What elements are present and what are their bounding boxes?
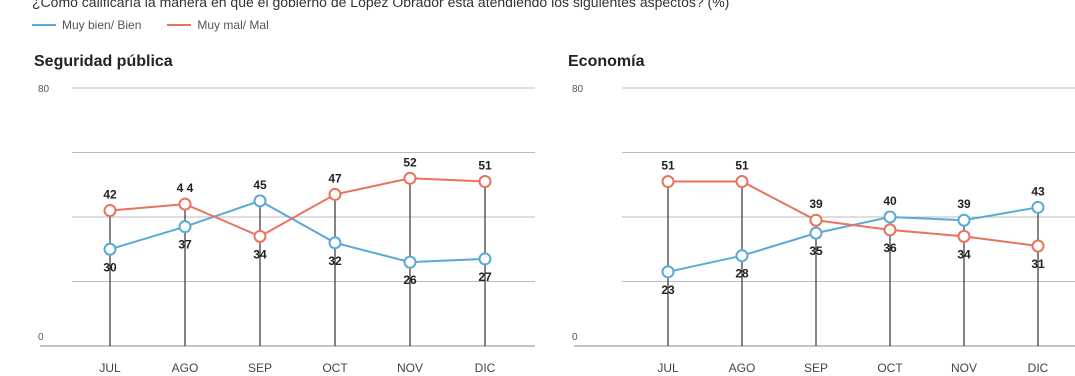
panel-1-line-good [109,199,486,264]
panel-1-point-good-jul [103,242,117,256]
panel-1-xlabel-ago: AGO [172,361,199,375]
panel-1-xlabel-jul: JUL [99,361,121,375]
panel-1-label-good-nov: 26 [403,273,417,287]
panel-1-point-bad-dic [478,175,492,189]
panel-1-point-good-ago [178,220,192,234]
panel-1-label-good-dic: 27 [478,270,492,284]
panel-2-title: Economía [568,53,645,70]
panel-2-point-good-sep [809,226,823,240]
panel-2-ytick-min: 0 [572,332,578,343]
panel-2-label-bad-nov: 34 [957,247,971,261]
panel-2-point-bad-jul [661,175,675,189]
panel-1-xlabel-oct: OCT [322,361,348,375]
panel-2-label-good-nov: 39 [957,197,971,211]
panel-2-point-good-nov [957,213,971,227]
panel-2-xlabel-ago: AGO [729,361,756,375]
panel-1-point-good-dic [478,252,492,266]
panel-1-point-bad-sep [253,229,267,243]
legend-swatch-bad [167,24,192,26]
legend-item-bad: Muy mal/ Mal [167,18,269,32]
panel-1-label-bad-jul: 42 [103,188,117,202]
legend: Muy bien/ Bien Muy mal/ Mal [32,18,269,32]
panel-2-label-good-jul: 23 [661,283,675,297]
panel-1-xlabel-dic: DIC [475,361,496,375]
panel-2-label-bad-ago: 51 [735,159,749,173]
panel-2-point-good-oct [883,210,897,224]
panel-2-point-bad-dic [1031,239,1045,253]
panel-1-label-bad-nov: 52 [403,155,417,169]
panel-1-ytick-min: 0 [38,332,44,343]
panel-1-ytick-max: 80 [38,84,50,95]
panel-1-label-good-ago: 37 [178,238,192,252]
panel-1-label-good-oct: 32 [328,254,342,268]
panel-1-point-bad-nov [403,171,417,185]
panel-1-label-good-jul: 30 [103,260,117,274]
panel-2-xlabel-nov: NOV [951,361,977,375]
panel-1-xlabel-nov: NOV [397,361,423,375]
panel-1-point-good-nov [403,255,417,269]
panel-2-point-bad-oct [883,223,897,237]
panel-2-point-bad-ago [735,175,749,189]
panel-1-point-bad-oct [328,187,342,201]
panel-2-label-good-dic: 43 [1031,184,1045,198]
panel-2-point-good-jul [661,265,675,279]
panel-2-label-bad-oct: 36 [883,241,897,255]
panel-2-point-bad-sep [809,213,823,227]
panel-2-xlabel-oct: OCT [877,361,903,375]
panel-1-label-bad-sep: 34 [253,247,267,261]
panel-2-xlabel-dic: DIC [1028,361,1049,375]
panel-2-ytick-max: 80 [572,84,584,95]
panel-1-point-good-sep [253,194,267,208]
panel-1-point-good-oct [328,236,342,250]
panel-1-title: Seguridad pública [34,53,173,70]
panel-2-label-bad-sep: 39 [809,197,823,211]
panel-2-label-good-sep: 35 [809,244,823,258]
panel-2-label-bad-dic: 31 [1031,257,1045,271]
panel-1-label-bad-dic: 51 [478,159,492,173]
panel-1-xlabel-sep: SEP [248,361,272,375]
panel-2-point-good-ago [735,249,749,263]
legend-label-bad: Muy mal/ Mal [197,18,269,32]
panel-2-point-bad-nov [957,229,971,243]
panel-1-point-bad-ago [178,197,192,211]
panel-2-line-bad [668,180,1039,248]
panel-1-label-good-sep: 45 [253,178,267,192]
panel-2-point-good-dic [1031,200,1045,214]
legend-swatch-good [32,24,56,26]
legend-label-good: Muy bien/ Bien [62,18,142,32]
legend-item-good: Muy bien/ Bien [32,18,141,32]
panel-2-xlabel-jul: JUL [657,361,679,375]
panel-2-label-good-oct: 40 [883,194,897,208]
panel-1-point-bad-jul [103,204,117,218]
panel-1-label-bad-ago: 4 4 [177,181,194,195]
panel-2-label-bad-jul: 51 [661,159,675,173]
panel-2-label-good-ago: 28 [735,267,749,281]
survey-question: ¿Cómo calificaría la manera en que el go… [32,0,730,10]
panel-2-xlabel-sep: SEP [804,361,828,375]
panel-1-label-bad-oct: 47 [328,171,342,185]
panel-1-line-bad [109,177,486,238]
